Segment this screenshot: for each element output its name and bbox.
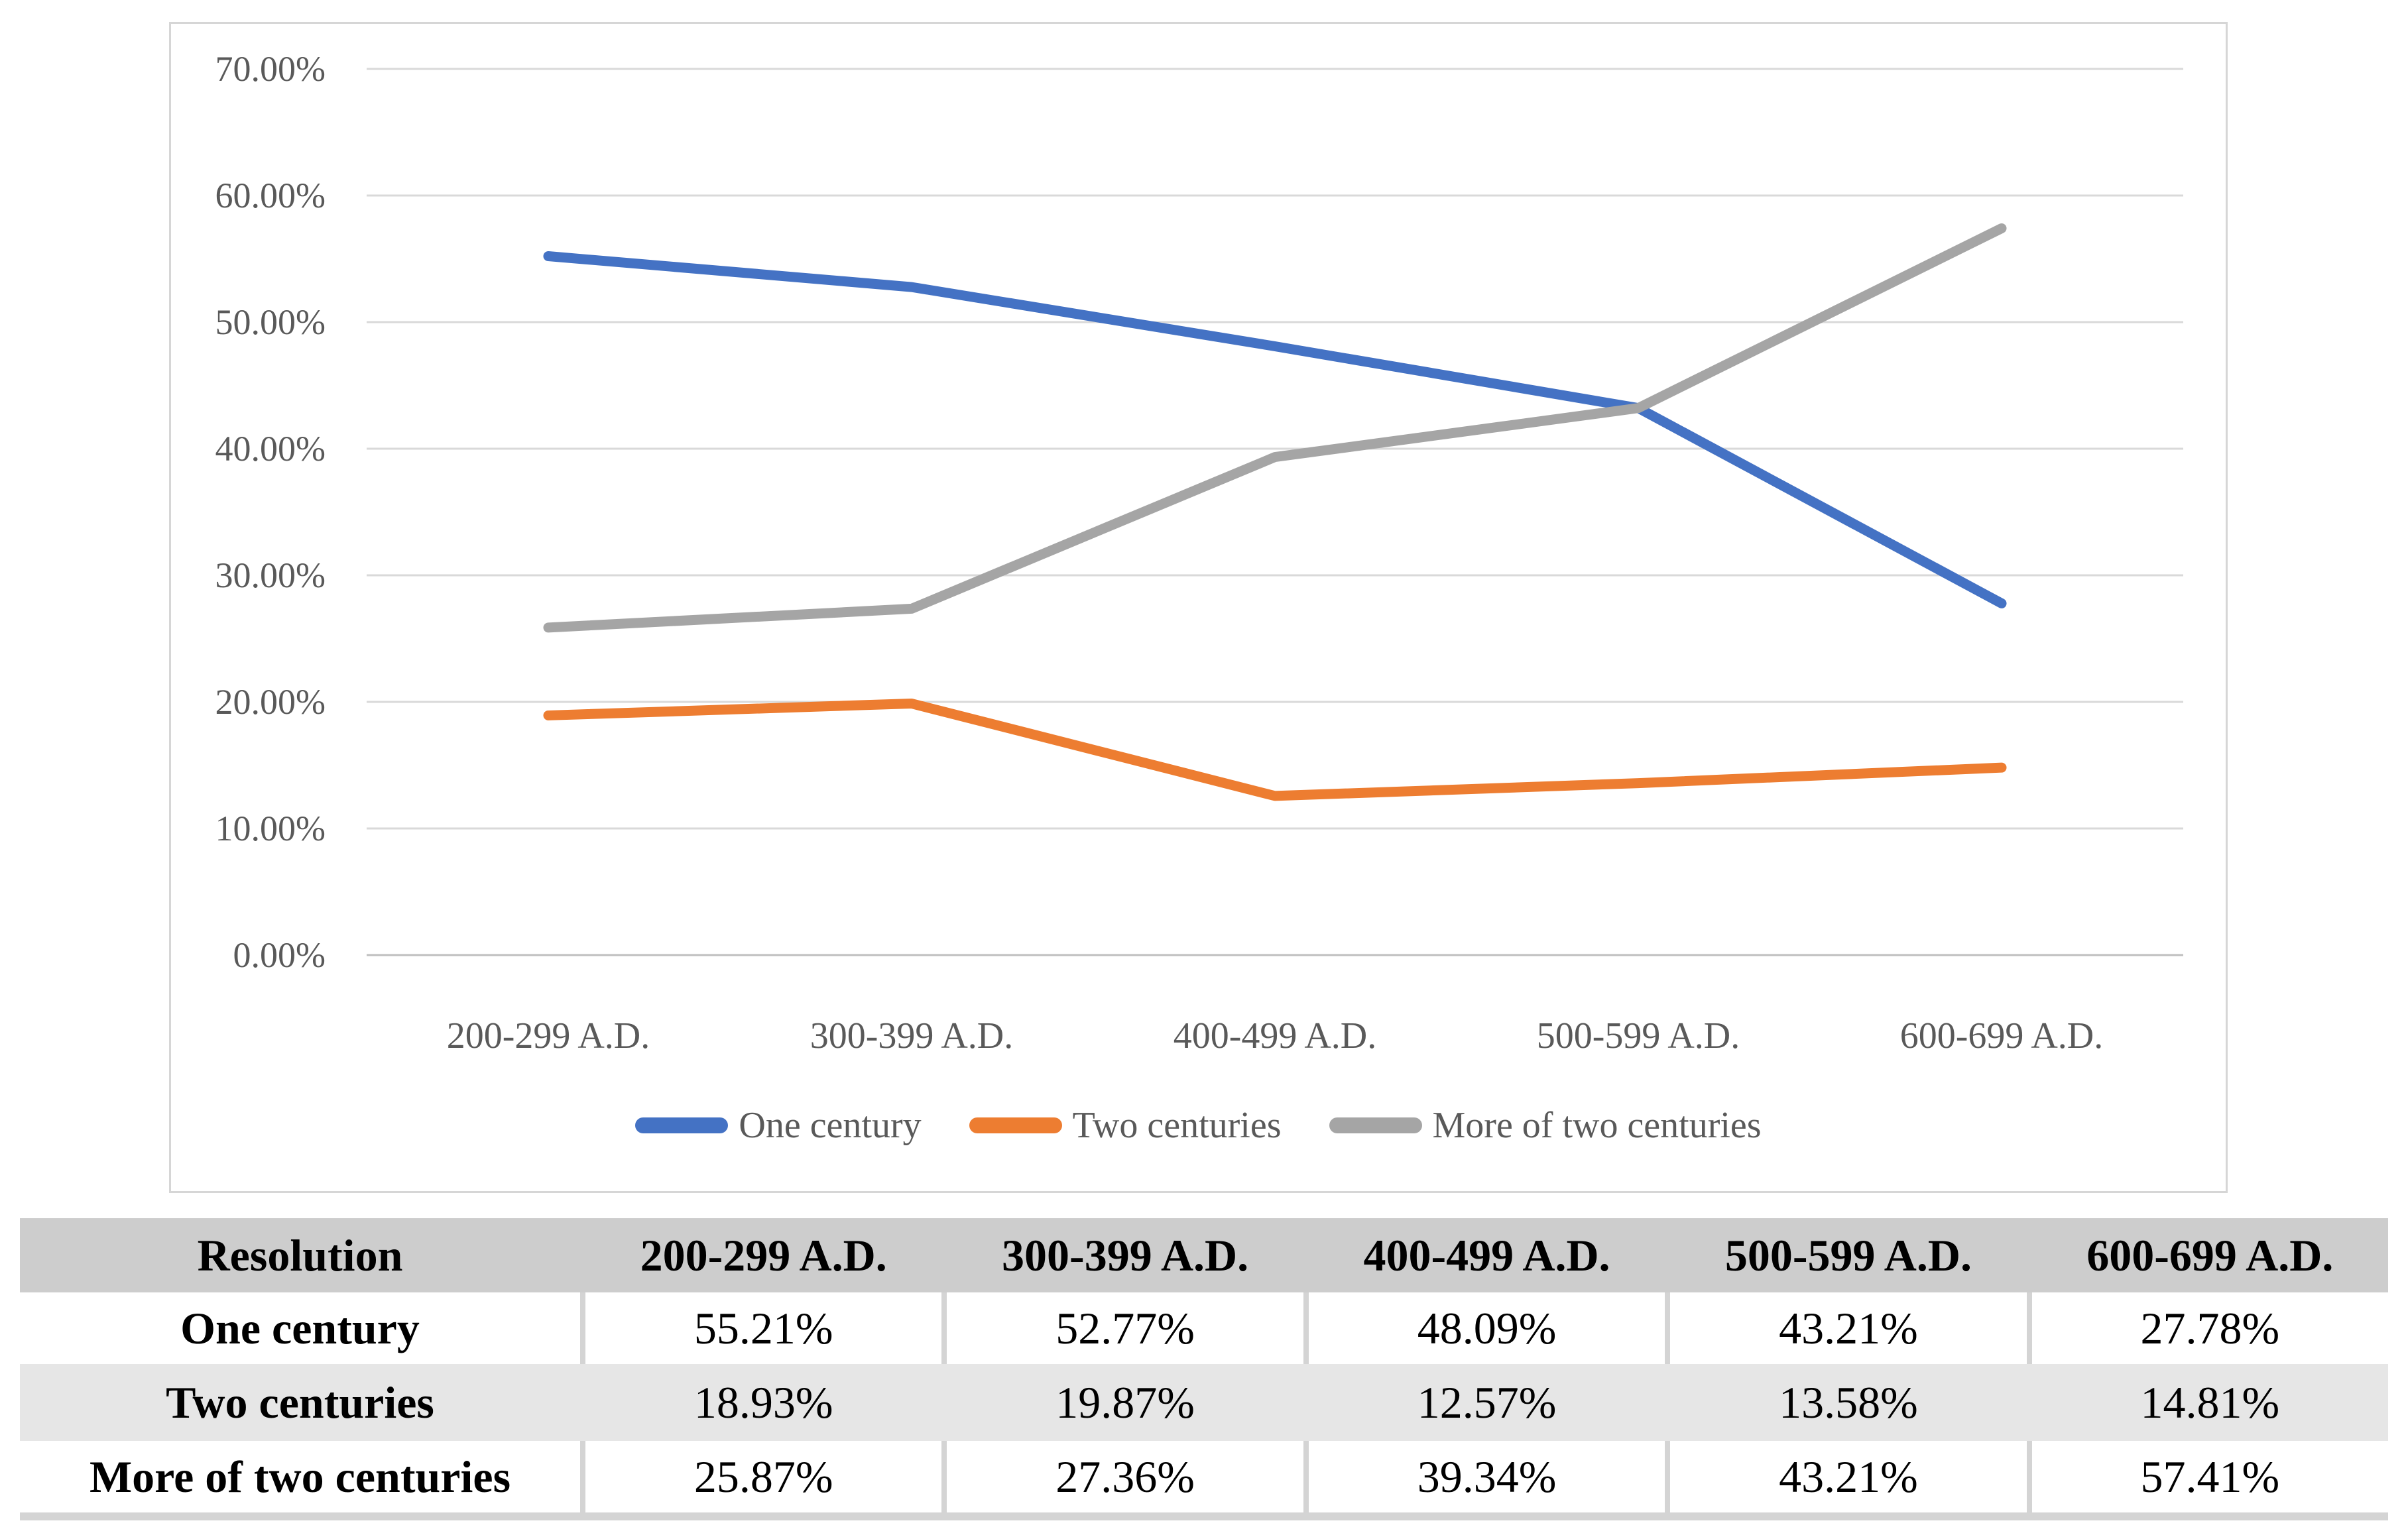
legend-swatch-icon xyxy=(1329,1117,1422,1133)
y-tick-label: 10.00% xyxy=(215,809,326,848)
table-cell: 14.81% xyxy=(2026,1364,2388,1441)
table-header-row: Resolution 200-299 A.D. 300-399 A.D. 400-49… xyxy=(20,1218,2388,1292)
legend-item: One century xyxy=(635,1104,922,1147)
chart-legend: One century Two centuries More of two cent… xyxy=(171,1092,2226,1159)
table-row: More of two centuries 25.87% 27.36% 39.34% 4… xyxy=(20,1441,2388,1512)
y-tick-label: 20.00% xyxy=(215,682,326,722)
line-chart-card: 0.00% 10.00% 20.00% 30.00% 40.00% 50.00% 60.00… xyxy=(169,22,2228,1193)
legend-swatch-icon xyxy=(969,1117,1062,1133)
resolution-data-table: Resolution 200-299 A.D. 300-399 A.D. 400-49… xyxy=(20,1218,2388,1520)
table-cell: 48.09% xyxy=(1303,1292,1665,1364)
table-row-label: More of two centuries xyxy=(89,1451,511,1502)
table-row-label: Two centuries xyxy=(166,1377,434,1428)
table-cell: 55.21% xyxy=(580,1292,941,1364)
table-bottom-border xyxy=(20,1512,2388,1520)
table-cell: 52.77% xyxy=(941,1292,1303,1364)
table-cell: 57.41% xyxy=(2026,1441,2388,1512)
table-cell: 200-299 A.D. xyxy=(580,1218,941,1292)
table-cell: 19.87% xyxy=(941,1364,1303,1441)
table-cell: 600-699 A.D. xyxy=(2026,1218,2388,1292)
series-line-two-centuries xyxy=(543,698,2007,801)
table-cell: 12.57% xyxy=(1303,1364,1665,1441)
y-tick-label: 40.00% xyxy=(215,429,326,469)
table-row: One century 55.21% 52.77% 48.09% 43.21% 27.78… xyxy=(20,1292,2388,1364)
x-category-label: 300-399 A.D. xyxy=(810,1015,1013,1056)
y-tick-label: 0.00% xyxy=(233,935,326,975)
table-cell: 27.36% xyxy=(941,1441,1303,1512)
table-cell: 25.87% xyxy=(580,1441,941,1512)
x-category-label: 500-599 A.D. xyxy=(1537,1015,1740,1056)
x-category-label: 400-499 A.D. xyxy=(1174,1015,1376,1056)
table-cell: 43.21% xyxy=(1665,1292,2026,1364)
line-chart: 0.00% 10.00% 20.00% 30.00% 40.00% 50.00% 60.00… xyxy=(215,49,2183,1056)
legend-label: More of two centuries xyxy=(1432,1105,1762,1146)
table-cell: 400-499 A.D. xyxy=(1303,1218,1665,1292)
table-row-label: One century xyxy=(180,1303,420,1353)
table-cell: 18.93% xyxy=(580,1364,941,1441)
y-tick-label: 50.00% xyxy=(215,302,326,342)
table-cell: 13.58% xyxy=(1665,1364,2026,1441)
table-row: Two centuries 18.93% 19.87% 12.57% 13.58% 14.… xyxy=(20,1364,2388,1441)
table-cell: 27.78% xyxy=(2026,1292,2388,1364)
y-tick-label: 70.00% xyxy=(215,49,326,89)
y-tick-label: 60.00% xyxy=(215,176,326,215)
series-line-more-of-two-centuries xyxy=(543,223,2007,633)
table-row-label: Resolution xyxy=(197,1230,403,1280)
legend-swatch-icon xyxy=(635,1117,729,1133)
legend-item: More of two centuries xyxy=(1329,1104,1762,1147)
x-category-label: 200-299 A.D. xyxy=(447,1015,650,1056)
legend-label: Two centuries xyxy=(1072,1105,1282,1146)
x-category-label: 600-699 A.D. xyxy=(1900,1015,2103,1056)
legend-label: One century xyxy=(739,1105,922,1146)
legend-item: Two centuries xyxy=(969,1104,1282,1147)
table-cell: 39.34% xyxy=(1303,1441,1665,1512)
table-cell: 300-399 A.D. xyxy=(941,1218,1303,1292)
y-tick-label: 30.00% xyxy=(215,555,326,595)
series-line-one-century xyxy=(543,251,2007,608)
table-cell: 500-599 A.D. xyxy=(1665,1218,2026,1292)
table-cell: 43.21% xyxy=(1665,1441,2026,1512)
